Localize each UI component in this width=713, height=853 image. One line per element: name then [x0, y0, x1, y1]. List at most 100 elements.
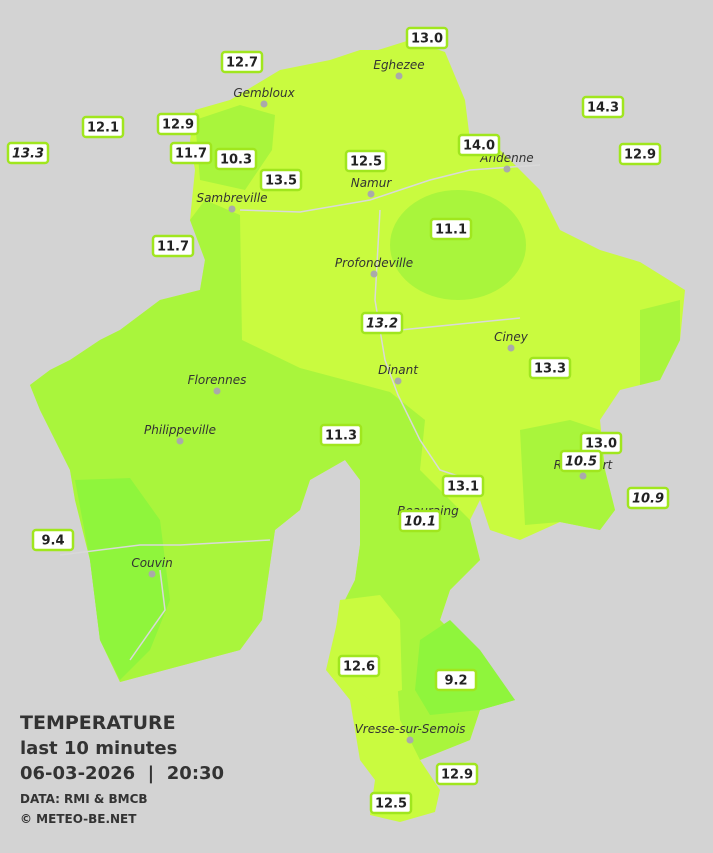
legend-copyright: © METEO-BE.NET — [20, 812, 137, 826]
city-label: Eghezee — [373, 58, 424, 72]
station-box — [528, 356, 572, 380]
city-dot — [370, 270, 378, 278]
city-label: Gembloux — [233, 86, 295, 100]
station: 10.5 — [559, 449, 603, 473]
city-dot — [213, 387, 221, 395]
station-value: 12.6 — [343, 660, 375, 675]
station-value: 9.2 — [444, 674, 467, 689]
city-dot — [260, 100, 268, 108]
station: 13.3 — [528, 356, 572, 380]
station-value: 12.1 — [87, 121, 119, 136]
station: 13.0 — [405, 26, 449, 50]
station-box — [559, 449, 603, 473]
station-box — [344, 149, 388, 173]
station-box — [151, 234, 195, 258]
city-dot — [395, 72, 403, 80]
station-box — [259, 168, 303, 192]
legend-datetime: 06-03-2026 | 20:30 — [20, 763, 224, 784]
station-value: 12.9 — [441, 768, 473, 783]
station: 11.7 — [151, 234, 195, 258]
station-box — [337, 654, 381, 678]
station-value: 12.5 — [350, 155, 382, 170]
station-value: 12.9 — [162, 118, 194, 133]
station-value: 14.3 — [587, 101, 619, 116]
station-value: 13.3 — [12, 147, 44, 162]
station: 12.7 — [220, 50, 264, 74]
station-box — [214, 147, 258, 171]
city-label: Dinant — [378, 363, 419, 377]
station-value: 11.7 — [175, 147, 207, 162]
station-box — [81, 115, 125, 139]
city-dot — [148, 570, 156, 578]
station: 12.5 — [369, 791, 413, 815]
station: 12.5 — [344, 149, 388, 173]
station-box — [220, 50, 264, 74]
station-box — [429, 217, 473, 241]
station-box — [434, 668, 478, 692]
station: 13.2 — [360, 311, 404, 335]
zone-green — [390, 190, 526, 300]
station: 13.5 — [259, 168, 303, 192]
station: 12.6 — [337, 654, 381, 678]
station-box — [405, 26, 449, 50]
station: 12.9 — [156, 112, 200, 136]
station-value: 10.3 — [220, 153, 252, 168]
station-value: 13.1 — [447, 480, 479, 495]
city-dot — [579, 472, 587, 480]
station: 10.1 — [398, 509, 442, 533]
city-label: Philippeville — [144, 423, 216, 437]
station: 10.3 — [214, 147, 258, 171]
station: 9.4 — [31, 528, 75, 552]
station-value: 10.5 — [565, 455, 597, 470]
city-dot — [367, 190, 375, 198]
city-label: Namur — [351, 176, 393, 190]
station-value: 14.0 — [463, 139, 495, 154]
station-box — [581, 95, 625, 119]
station-box — [441, 474, 485, 498]
city-label: Florennes — [188, 373, 247, 387]
station: 10.9 — [626, 486, 670, 510]
city-label: Ciney — [494, 330, 529, 344]
station-value: 11.1 — [435, 223, 467, 238]
city-dot — [406, 736, 414, 744]
station-box — [435, 762, 479, 786]
station-box — [6, 141, 50, 165]
station: 14.0 — [457, 133, 501, 157]
zone-green — [640, 300, 680, 385]
station: 14.3 — [581, 95, 625, 119]
station-value: 13.0 — [585, 437, 617, 452]
station-value: 13.3 — [534, 362, 566, 377]
station-box — [360, 311, 404, 335]
station-box — [618, 142, 662, 166]
station: 13.3 — [6, 141, 50, 165]
city-label: Couvin — [131, 556, 172, 570]
city-label: Vresse-sur-Semois — [355, 722, 466, 736]
station: 12.9 — [435, 762, 479, 786]
station-box — [626, 486, 670, 510]
river — [59, 164, 541, 661]
station-value: 12.5 — [375, 797, 407, 812]
city-dot — [503, 165, 511, 173]
legend-source: DATA: RMI & BMCB — [20, 792, 148, 806]
station-box — [156, 112, 200, 136]
station-value: 13.2 — [366, 317, 398, 332]
station: 11.7 — [169, 141, 213, 165]
legend-title: TEMPERATURE — [20, 712, 176, 734]
legend-subtitle: last 10 minutes — [20, 738, 177, 759]
city-dot — [394, 377, 402, 385]
station-value: 10.1 — [404, 515, 436, 530]
station-box — [457, 133, 501, 157]
station-value: 13.0 — [411, 32, 443, 47]
station-value: 11.7 — [157, 240, 189, 255]
station-box — [169, 141, 213, 165]
station-box — [398, 509, 442, 533]
station-box — [369, 791, 413, 815]
city-dot — [507, 344, 515, 352]
station-value: 9.4 — [41, 534, 64, 549]
station-box — [31, 528, 75, 552]
city-label: Sambreville — [196, 191, 267, 205]
station: 13.1 — [441, 474, 485, 498]
station: 12.1 — [81, 115, 125, 139]
station: 12.9 — [618, 142, 662, 166]
